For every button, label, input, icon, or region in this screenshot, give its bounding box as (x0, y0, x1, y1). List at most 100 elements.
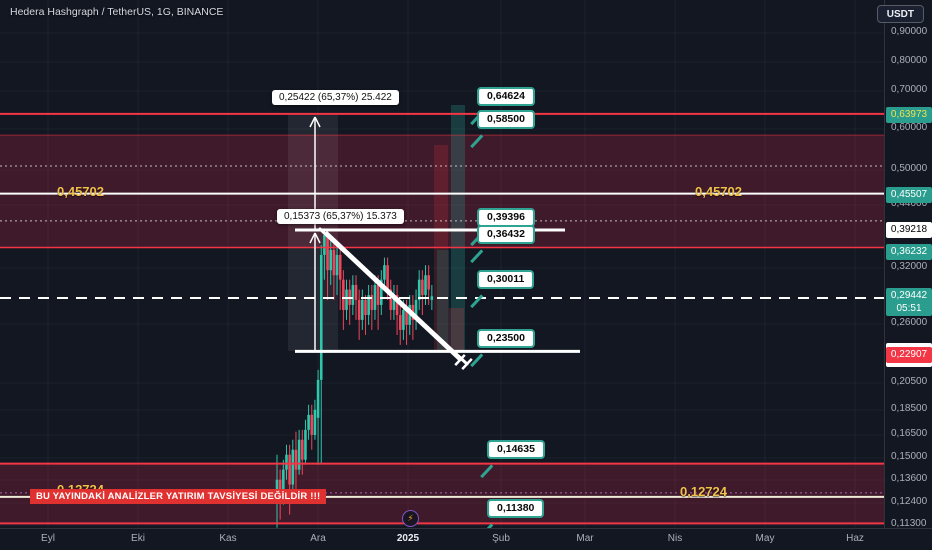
time-tick-label: May (755, 533, 775, 544)
price-tick-label: 0,26000 (891, 317, 928, 328)
measure-arrow-head (314, 116, 321, 128)
candle-body (430, 296, 434, 300)
time-tick-label: Haz (846, 533, 864, 544)
disclaimer-banner: BU YAYINDAKİ ANALİZLER YATIRIM TAVSİYESİ… (30, 489, 327, 504)
time-tick-label: Eyl (41, 533, 55, 544)
candle-body (424, 275, 427, 296)
currency-toggle-button[interactable]: USDT (876, 5, 924, 23)
price-tick-label: 0,32000 (891, 261, 928, 272)
highlight-column (288, 115, 338, 351)
candle-body (291, 449, 295, 485)
axis-price-label: 0,22907 (886, 347, 932, 363)
candle-body (383, 265, 386, 280)
candle-body (370, 295, 374, 310)
highlight-column (437, 250, 449, 351)
candle-body (386, 265, 389, 290)
candle-body (414, 299, 418, 320)
price-tick-label: 0,70000 (891, 84, 928, 95)
trend-channel-end-tick (454, 354, 466, 366)
candle-body (402, 309, 405, 330)
price-axis[interactable]: 0,29442 05:51 0,90000 0,80000 0,70000 0,600… (884, 0, 932, 529)
measure-arrow-head (309, 232, 316, 244)
candle-body (319, 254, 323, 380)
time-tick-label: Eki (131, 533, 145, 544)
lightning-event-icon[interactable]: ⚡ (402, 510, 419, 527)
candle-countdown: 05:51 (896, 303, 922, 314)
time-axis[interactable]: Eyl Eki Kas Ara 2025 Şub Mar Nis May Haz (0, 528, 932, 550)
candle-body (329, 249, 333, 271)
candle-body (427, 275, 430, 290)
candle-body (332, 249, 336, 276)
candle-body (345, 289, 348, 310)
price-tick-label: 0,11300 (891, 518, 927, 529)
candle-body (304, 429, 307, 460)
price-tick-label: 0,60000 (891, 122, 928, 133)
time-tick-label: Nis (667, 533, 683, 544)
candle-body (395, 295, 399, 315)
candle-body (300, 439, 304, 460)
measure-label-lower[interactable]: 0,15373 (65,37%) 15.373 (277, 209, 404, 224)
trend-channel-line[interactable] (325, 231, 469, 366)
candle-body (326, 234, 329, 271)
candle-body (389, 289, 393, 310)
candle-body (294, 449, 298, 470)
candle-body (335, 254, 339, 276)
price-tick-label: 0,16500 (891, 428, 928, 439)
candle-body (338, 254, 342, 280)
candle-body (405, 309, 408, 325)
current-price-label: 0,29442 05:51 (886, 288, 932, 316)
candle-body (278, 479, 282, 495)
candle-body (398, 314, 402, 330)
trend-channel-line[interactable] (318, 227, 462, 362)
current-price-value: 0,29442 (890, 290, 928, 301)
time-tick-label: Şub (492, 533, 510, 544)
price-tick-label: 0,50000 (891, 163, 928, 174)
candle-body (351, 284, 355, 305)
candle-body (297, 439, 301, 470)
candle-body (376, 284, 380, 305)
candle-body (421, 279, 424, 296)
candle-body (307, 414, 310, 430)
candle-body (282, 469, 285, 495)
highlight-column (451, 105, 465, 351)
candle-body (285, 454, 288, 470)
measure-arrow-head (314, 232, 321, 244)
time-tick-label: Mar (576, 533, 594, 544)
candle-body (313, 409, 317, 435)
price-tick-label: 0,44000 (891, 198, 928, 209)
candle-body (342, 279, 345, 310)
candle-body (316, 379, 320, 418)
time-tick-label: 2025 (396, 533, 420, 544)
symbol-title: Hedera Hashgraph / TetherUS, 1G, BINANCE (10, 6, 224, 18)
measure-label-upper[interactable]: 0,25422 (65,37%) 25.422 (272, 90, 399, 105)
candle-body (310, 414, 314, 435)
price-tick-label: 0,80000 (891, 55, 928, 66)
axis-price-label: 0,45507 (886, 187, 932, 203)
candle-body (288, 454, 291, 485)
price-tick-label: 0,12400 (891, 496, 928, 507)
candle-body (379, 279, 383, 305)
candle-body (364, 299, 367, 315)
price-tick-label: 0,15000 (891, 451, 928, 462)
axis-price-label: 0,63973 (886, 107, 932, 123)
candle-body (357, 299, 361, 320)
price-tick-label: 0,20500 (891, 376, 928, 387)
measure-arrow-head (309, 116, 316, 128)
highlight-column (449, 308, 464, 351)
axis-price-label: 0,39218 (886, 222, 932, 238)
time-tick-label: Ara (310, 533, 326, 544)
candle-body (373, 284, 377, 310)
candle-body (323, 234, 326, 255)
candle-body (361, 299, 364, 320)
price-tick-label: 0,90000 (891, 26, 928, 37)
candle-body (354, 284, 358, 300)
candle-body (367, 295, 370, 315)
time-tick-label: Kas (219, 533, 237, 544)
candle-body (392, 295, 396, 310)
axis-price-label: 0,36232 (886, 244, 932, 260)
candle-body (417, 279, 421, 300)
price-tick-label: 0,13600 (891, 473, 928, 484)
price-tick-label: 0,18500 (891, 403, 928, 414)
